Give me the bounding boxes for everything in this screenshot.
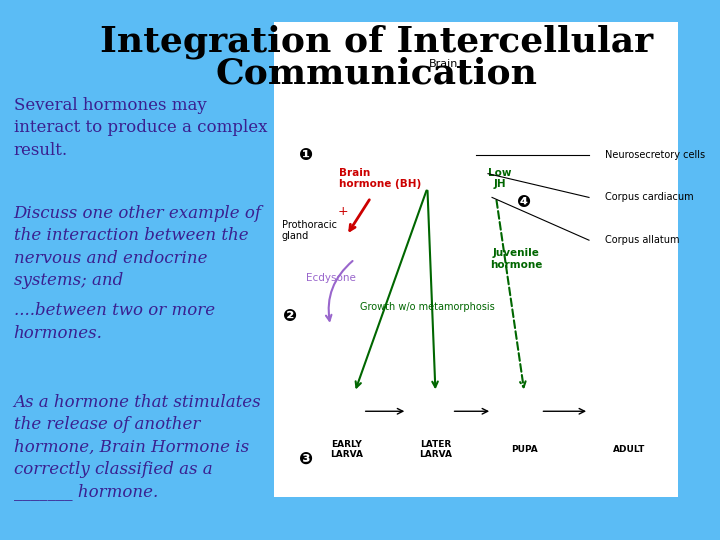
Text: ❷: ❷ bbox=[283, 307, 297, 325]
Text: As a hormone that stimulates
the release of another
hormone, Brain Hormone is
co: As a hormone that stimulates the release… bbox=[14, 394, 261, 500]
Text: Growth w/o metamorphosis: Growth w/o metamorphosis bbox=[360, 302, 495, 312]
Text: Several hormones may
interact to produce a complex
result.: Several hormones may interact to produce… bbox=[14, 97, 267, 159]
Text: Ecdysone: Ecdysone bbox=[305, 273, 356, 283]
Text: +: + bbox=[337, 205, 348, 218]
Text: Prothoracic
gland: Prothoracic gland bbox=[282, 220, 337, 241]
Text: Discuss one other example of
the interaction between the
nervous and endocrine
s: Discuss one other example of the interac… bbox=[14, 205, 261, 289]
Text: ❶: ❶ bbox=[299, 146, 313, 164]
FancyBboxPatch shape bbox=[274, 22, 678, 497]
Text: Juvenile
hormone: Juvenile hormone bbox=[490, 248, 542, 270]
Text: Low
JH: Low JH bbox=[488, 167, 512, 189]
Text: ....between two or more
hormones.: ....between two or more hormones. bbox=[14, 302, 215, 342]
Text: EARLY
LARVA: EARLY LARVA bbox=[330, 440, 363, 459]
Text: Neurosecretory cells: Neurosecretory cells bbox=[605, 150, 706, 160]
Text: ❹: ❹ bbox=[517, 193, 531, 211]
Text: Brain
hormone (BH): Brain hormone (BH) bbox=[338, 167, 420, 189]
Text: Corpus cardiacum: Corpus cardiacum bbox=[605, 192, 694, 202]
Text: ADULT: ADULT bbox=[613, 445, 646, 454]
Text: Communication: Communication bbox=[215, 57, 538, 91]
Text: PUPA: PUPA bbox=[511, 445, 538, 454]
Text: ❸: ❸ bbox=[299, 450, 313, 468]
Text: Brain: Brain bbox=[429, 59, 458, 69]
Text: LATER
LARVA: LATER LARVA bbox=[419, 440, 452, 459]
Text: Corpus allatum: Corpus allatum bbox=[605, 235, 680, 245]
Text: Integration of Intercellular: Integration of Intercellular bbox=[100, 24, 653, 59]
